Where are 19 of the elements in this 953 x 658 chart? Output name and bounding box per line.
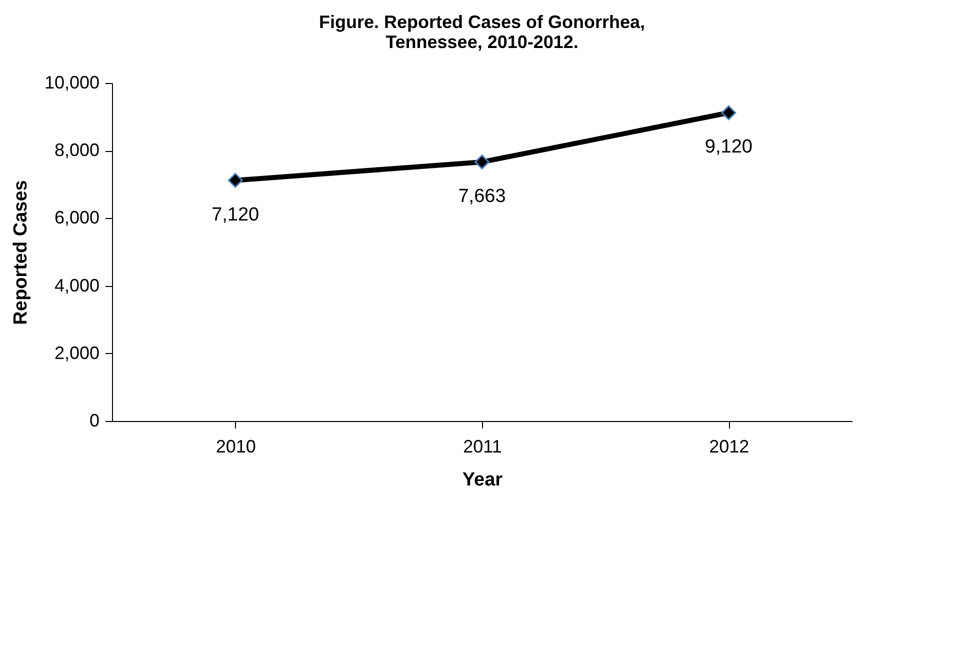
y-axis-title: Reported Cases: [10, 180, 32, 325]
y-tick-label: 2,000: [54, 342, 100, 363]
point: [721, 105, 736, 120]
data-label: 7,663: [458, 186, 506, 207]
point: [474, 154, 490, 170]
x-tick-label: 2010: [216, 436, 256, 456]
text: Figure. Reported Cases of Gonorrhea,: [318, 12, 646, 32]
data-label: 9,120: [704, 136, 752, 158]
x-tick-label: 2012: [709, 436, 750, 456]
point: [228, 172, 243, 188]
data-label: 7,120: [212, 204, 260, 226]
x-axis-title: Year: [462, 470, 504, 490]
y-tick-label: 10,000: [44, 72, 100, 92]
y-tick-label: 8,000: [54, 140, 100, 160]
x-tick-label: 2011: [463, 436, 502, 456]
y-tick-label: 6,000: [54, 208, 100, 228]
text: Tennessee, 2010-2012.: [386, 32, 578, 52]
y-tick-label: 4,000: [54, 275, 100, 296]
y-tick-label: 0: [89, 410, 100, 430]
